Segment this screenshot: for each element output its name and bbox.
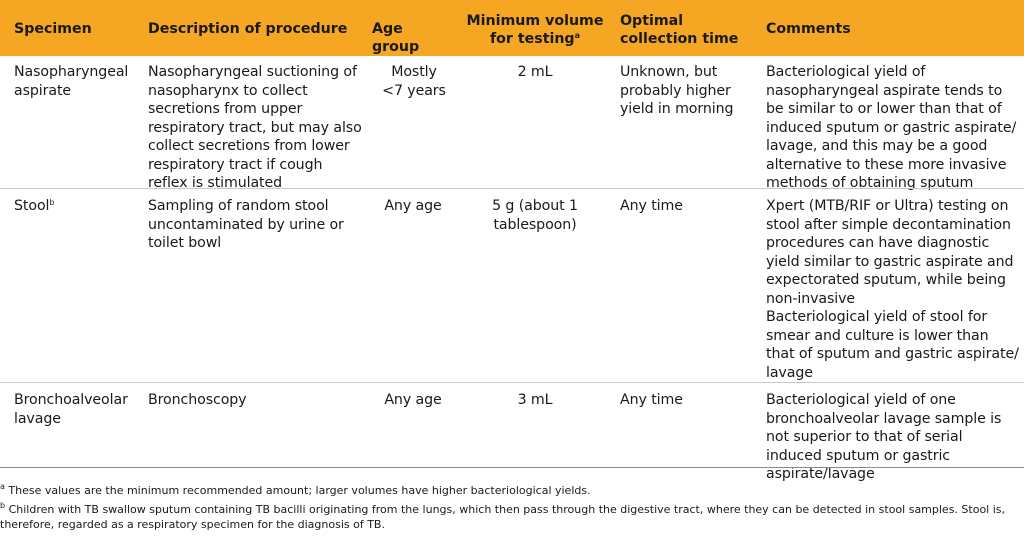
header-optimal-time: Optimal collection time <box>620 13 739 47</box>
footnote-b: b Children with TB swallow sputum contai… <box>0 501 1006 531</box>
row2-description: Sampling of random stool uncontaminated … <box>148 198 344 251</box>
row-divider <box>0 188 1024 189</box>
footnote-a-mark: a <box>0 482 5 491</box>
footnote-marker-a: a <box>574 31 580 40</box>
footnote-a: a These values are the minimum recommend… <box>0 482 591 498</box>
row3-age-group: Any age <box>384 392 442 408</box>
table-header-band <box>0 0 1024 56</box>
row2-specimen: Stoolb <box>14 198 55 214</box>
row3-comments: Bacteriological yield of one bronchoalve… <box>766 392 1002 482</box>
row3-optimal-time: Any time <box>620 392 683 408</box>
row2-comments-2: Bacteriological yield of stool for smear… <box>766 309 1019 381</box>
row3-min-volume: 3 mL <box>517 392 553 408</box>
header-comments: Comments <box>766 21 851 37</box>
row1-specimen: Nasopharyngeal aspirate <box>14 64 129 99</box>
row1-min-volume: 2 mL <box>517 64 553 80</box>
table-bottom-rule <box>0 467 1024 468</box>
row1-description: Nasopharyngeal suctioning of nasopharynx… <box>148 64 362 191</box>
header-specimen: Specimen <box>14 21 92 37</box>
row2-comments-1: Xpert (MTB/RIF or Ultra) testing on stoo… <box>766 198 1014 307</box>
row-divider <box>0 382 1024 383</box>
footnote-b-mark: b <box>0 501 6 510</box>
header-description: Description of procedure <box>148 21 348 37</box>
row2-age-group: Any age <box>384 198 442 214</box>
row3-description: Bronchoscopy <box>148 392 247 408</box>
footnote-marker-b: b <box>49 198 55 207</box>
row1-age-group: Mostly <7 years <box>382 64 446 99</box>
header-min-volume: Minimum volume for testinga <box>466 13 604 47</box>
row1-optimal-time: Unknown, but probably higher yield in mo… <box>620 64 734 117</box>
row3-specimen: Bronchoalveolar lavage <box>14 392 128 427</box>
row2-min-volume: 5 g (about 1 tablespoon) <box>492 198 578 233</box>
header-age-group: Age group <box>372 21 420 55</box>
row1-comments: Bacteriological yield of nasopharyngeal … <box>766 64 1017 191</box>
row2-optimal-time: Any time <box>620 198 683 214</box>
